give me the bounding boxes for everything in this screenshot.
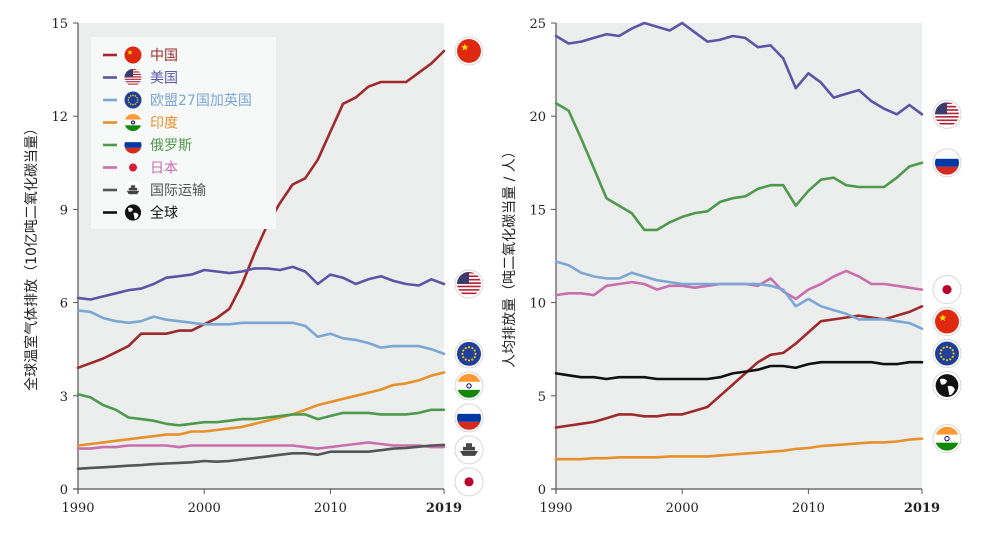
y-tick-label: 10: [529, 297, 546, 312]
japan-dot-icon: [457, 469, 481, 494]
legend-label: 俄罗斯: [150, 138, 192, 154]
legend-item-china: 中国: [103, 46, 178, 64]
y-tick-label: 15: [51, 17, 68, 32]
y-tick-label: 0: [538, 483, 546, 498]
y-tick-label: 25: [529, 17, 546, 32]
ship-icon: [124, 181, 142, 199]
legend-item-japan: 日本: [103, 161, 178, 177]
y-tick-label: 15: [529, 203, 546, 218]
series-line-china: [554, 304, 924, 429]
series-line-china: [76, 49, 446, 370]
x-tick-label: 2000: [666, 501, 699, 516]
y-tick-label: 12: [51, 110, 68, 125]
left-chart-panel: 0 3 6 9 12 15 1990 2000 2010 2019 全球温室气体排放（10亿吨二氧化…: [23, 17, 484, 516]
china-flag-icon: [935, 309, 959, 334]
japan-dot-icon: [129, 163, 137, 172]
y-axis-label: 人均排放量（吨二氧化碳当量 / 人）: [502, 144, 518, 368]
series-line-world: [554, 360, 924, 381]
legend-label: 欧盟27国加英国: [150, 92, 252, 109]
eu-flag-icon: [457, 341, 481, 366]
russia-flag-icon: [124, 136, 142, 154]
legend-label: 美国: [150, 71, 178, 87]
india-flag-icon: [935, 426, 959, 451]
usa-flag-icon: [124, 69, 142, 86]
series-line-shipping: [76, 443, 446, 471]
x-tick-label: 2000: [188, 501, 221, 516]
india-flag-icon: [457, 373, 481, 398]
legend-item-usa: 美国: [103, 69, 178, 87]
legend-item-russia: 俄罗斯: [103, 136, 192, 154]
x-tick-label: 2010: [314, 501, 347, 516]
x-tick-label: 2019: [426, 501, 462, 516]
series-line-india: [554, 437, 924, 461]
series-line-russia: [76, 392, 446, 427]
legend-label: 日本: [150, 161, 178, 177]
legend-item-world: 全球: [103, 204, 178, 222]
china-flag-icon: [124, 46, 142, 64]
legend-item-shipping: 国际运输: [103, 181, 206, 199]
legend-label: 国际运输: [150, 183, 206, 199]
y-tick-label: 3: [60, 390, 68, 405]
legend-label: 全球: [150, 205, 178, 222]
russia-flag-icon: [457, 405, 481, 430]
legend-box: [91, 37, 276, 229]
ship-icon: [457, 437, 481, 462]
y-tick-label: 9: [60, 203, 68, 218]
legend-item-india: 印度: [103, 114, 178, 132]
globe-icon: [935, 373, 959, 398]
eu-flag-icon: [935, 341, 959, 366]
series-line-japan: [76, 441, 446, 450]
y-tick-label: 20: [529, 110, 546, 125]
china-flag-icon: [457, 38, 481, 63]
y-axis-label: 全球温室气体排放（10亿吨二氧化碳当量）: [23, 121, 40, 391]
usa-flag-icon: [935, 102, 959, 127]
x-tick-label: 1990: [539, 501, 572, 516]
usa-flag-icon: [457, 271, 481, 296]
y-tick-label: 0: [60, 483, 68, 498]
india-flag-icon: [124, 114, 142, 131]
globe-icon: [124, 204, 142, 221]
series-line-usa: [76, 265, 446, 301]
series-line-usa: [554, 21, 924, 116]
legend-label: 印度: [150, 116, 178, 132]
japan-dot-icon: [935, 277, 959, 302]
x-tick-label: 1990: [61, 501, 94, 516]
russia-flag-icon: [935, 150, 959, 175]
x-tick-label: 2019: [904, 501, 940, 516]
series-line-eu: [554, 260, 924, 331]
x-tick-label: 2010: [792, 501, 825, 516]
y-tick-label: 5: [538, 390, 546, 405]
right-chart-panel: 0 5 10 15 20 25 1990 2000 2010 2019 人均排放量（吨二氧化碳当量 …: [502, 17, 962, 516]
y-tick-label: 6: [60, 297, 68, 312]
legend-item-eu: 欧盟27国加英国: [103, 91, 252, 109]
series-line-eu: [76, 309, 446, 356]
series-line-russia: [554, 101, 924, 232]
plot-area: [556, 23, 922, 489]
series-line-india: [76, 371, 446, 447]
legend-label: 中国: [150, 48, 178, 64]
eu-flag-icon: [124, 91, 142, 109]
